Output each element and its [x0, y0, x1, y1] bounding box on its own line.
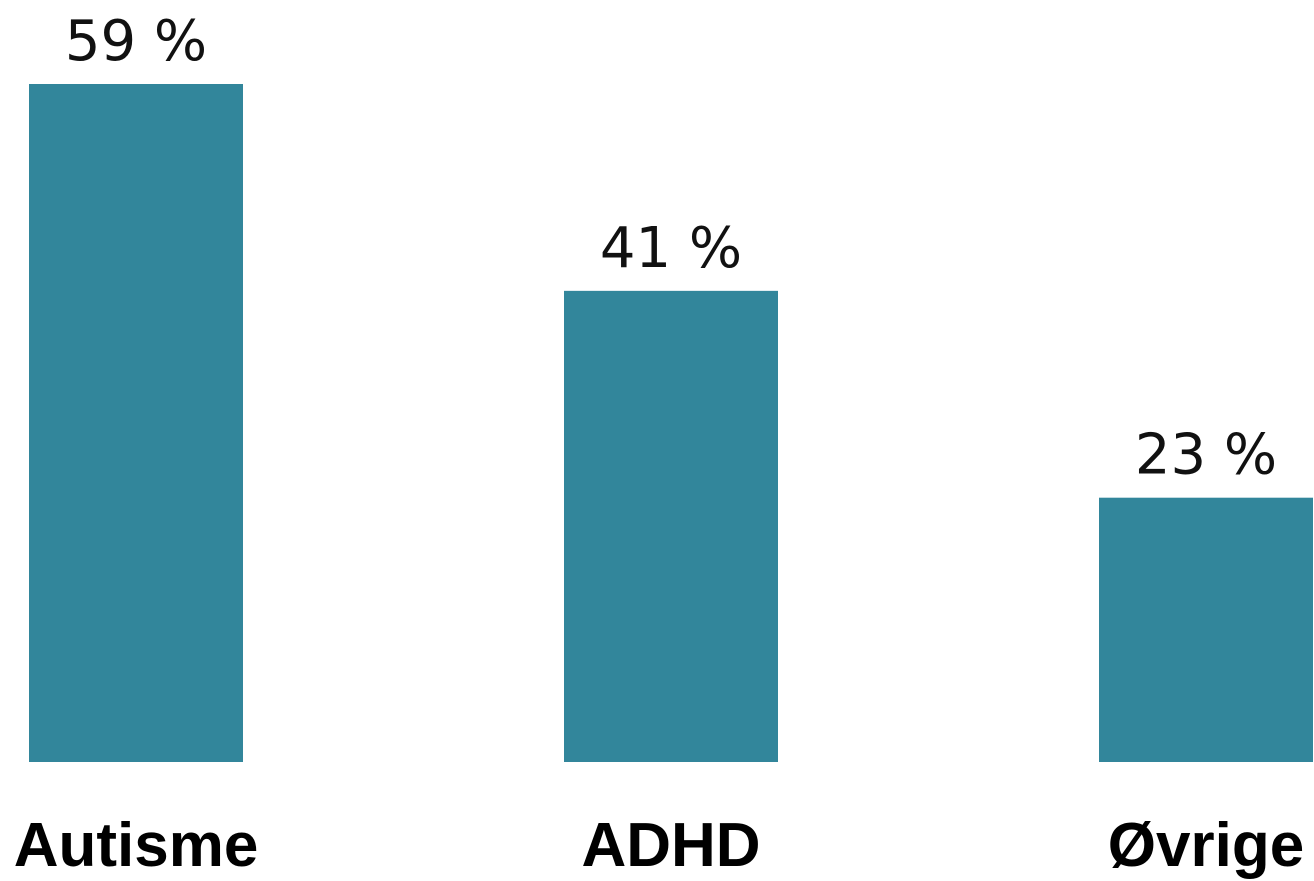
category-label: Øvrige — [1108, 811, 1304, 880]
value-label: 41 % — [600, 216, 742, 281]
category-label: Autisme — [14, 811, 259, 880]
category-labels: Autisme ADHD Øvrige — [14, 811, 1305, 880]
value-label: 59 % — [65, 9, 207, 74]
value-labels: 59 % 41 % 23 % — [65, 9, 1277, 488]
category-label: ADHD — [581, 811, 760, 880]
bar-autisme — [29, 84, 243, 762]
value-label: 23 % — [1135, 423, 1277, 488]
bars — [29, 84, 1313, 762]
bar-øvrige — [1099, 497, 1313, 762]
bar-adhd — [564, 290, 778, 762]
